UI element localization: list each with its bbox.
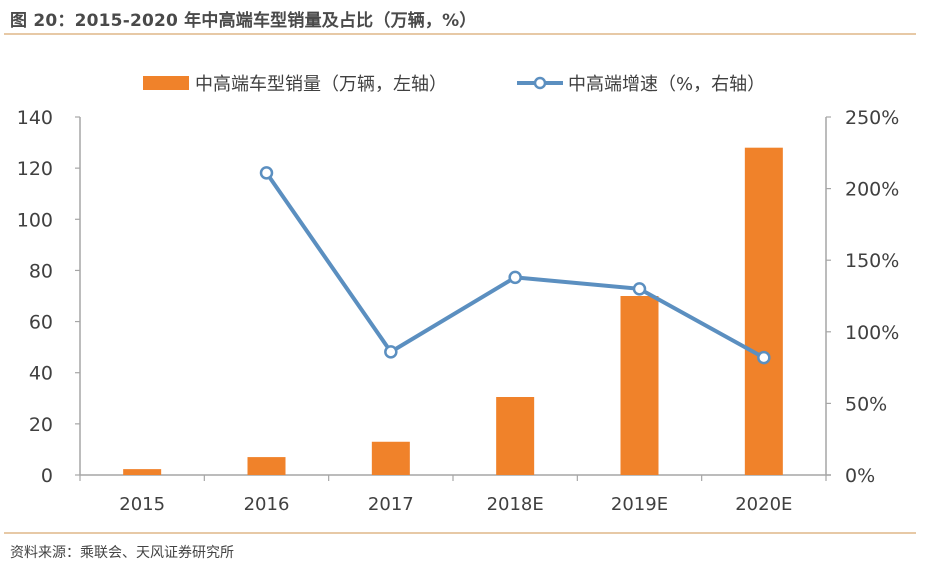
left-axis-tick-label: 0	[41, 465, 53, 487]
left-axis-tick-label: 120	[17, 158, 53, 180]
left-axis-tick-label: 20	[29, 414, 53, 436]
bar	[496, 397, 535, 475]
x-axis-category-label: 2017	[368, 494, 414, 515]
x-axis-category-label: 2018E	[487, 494, 544, 515]
line-series	[259, 166, 771, 365]
left-axis-tick-label: 40	[29, 363, 53, 385]
legend-bar-label: 中高端车型销量（万辆，左轴）	[195, 74, 447, 95]
bar	[123, 469, 162, 475]
left-axis-tick-label: 60	[29, 312, 53, 334]
legend-bar-swatch-icon	[143, 76, 189, 90]
x-axis: 2015 2016 2017 2018E 2019E 2020E	[79, 474, 831, 515]
source-note: 资料来源：乘联会、天风证券研究所	[10, 545, 234, 561]
bar	[371, 441, 410, 475]
bar	[744, 147, 783, 475]
bar-series	[123, 147, 783, 475]
right-axis-tick-label: 150%	[845, 250, 899, 272]
line-marker	[384, 345, 398, 359]
right-axis-tick-label: 0%	[845, 465, 875, 487]
bottom-divider	[4, 532, 916, 534]
right-axis-tick-label: 250%	[845, 107, 899, 129]
left-y-axis: 0 20 40 60 80 100 120 140	[17, 107, 81, 487]
left-axis-tick-label: 140	[17, 107, 53, 129]
left-axis-tick-label: 80	[29, 260, 53, 282]
line-marker	[508, 270, 522, 285]
bar	[247, 457, 286, 475]
bar	[620, 296, 659, 475]
line-marker	[632, 282, 647, 296]
line-marker	[259, 166, 274, 180]
legend-line-label: 中高端增速（%，右轴）	[568, 74, 765, 95]
top-divider	[4, 33, 916, 35]
x-axis-category-label: 2019E	[611, 494, 668, 515]
chart-area: 中高端车型销量（万辆，左轴） 中高端增速（%，右轴） 0 20 40 60 80 100 12…	[17, 74, 900, 515]
left-axis-tick-label: 100	[17, 209, 53, 231]
right-y-axis: 0% 50% 100% 150% 200% 250%	[825, 107, 899, 487]
right-axis-tick-label: 200%	[845, 179, 899, 201]
legend: 中高端车型销量（万辆，左轴） 中高端增速（%，右轴）	[143, 74, 765, 95]
right-axis-tick-label: 50%	[845, 393, 887, 415]
x-axis-category-label: 2015	[119, 494, 165, 515]
x-axis-category-label: 2020E	[735, 494, 792, 515]
chart-title: 图 20：2015-2020 年中高端车型销量及占比（万辆，%）	[10, 11, 477, 31]
right-axis-tick-label: 100%	[845, 322, 899, 344]
legend-line-marker-icon	[533, 76, 547, 90]
x-axis-category-label: 2016	[244, 494, 290, 515]
line-marker	[757, 350, 771, 365]
